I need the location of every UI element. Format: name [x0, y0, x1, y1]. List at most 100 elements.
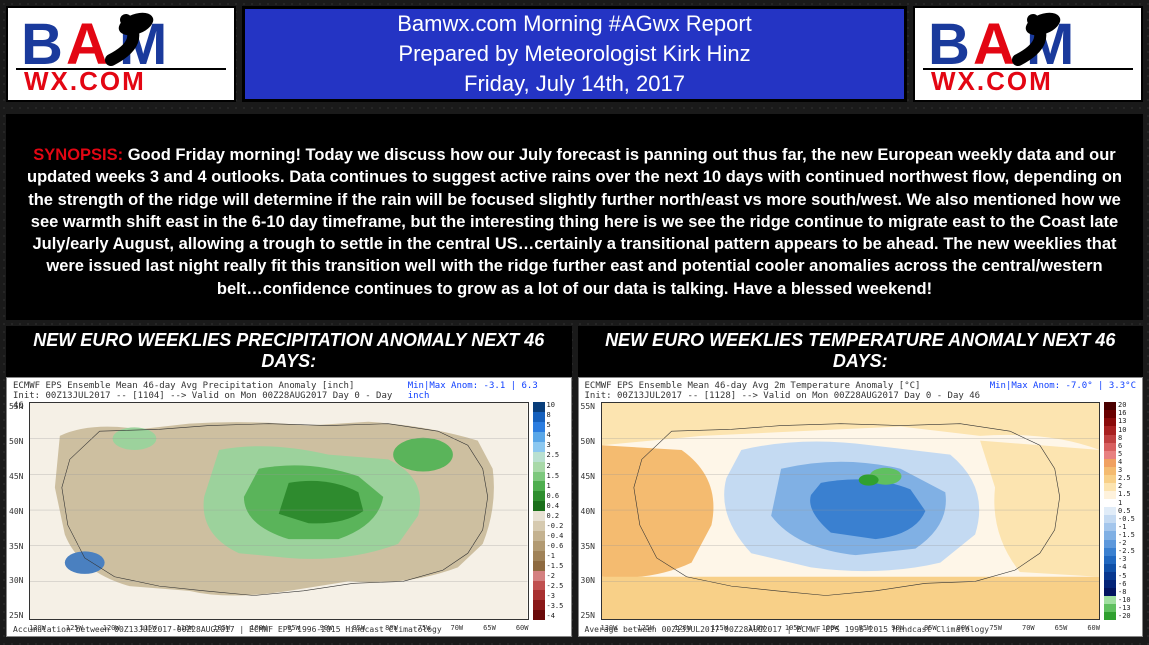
temp-map-frame: ECMWF EPS Ensemble Mean 46-day Avg 2m Te…	[578, 377, 1144, 637]
svg-text:WX.COM: WX.COM	[931, 66, 1053, 96]
colorbar-block	[533, 581, 545, 591]
colorbar-block	[533, 590, 545, 600]
colorbar-block	[533, 481, 545, 491]
temp-axis-y: 55N50N45N40N35N30N25N	[581, 402, 599, 620]
colorbar-label: 8	[547, 412, 564, 419]
synopsis-label: SYNOPSIS:	[33, 146, 123, 164]
title-box: Bamwx.com Morning #AGwx Report Prepared …	[242, 6, 907, 102]
colorbar-block	[533, 541, 545, 551]
colorbar-label: 13	[1118, 418, 1135, 425]
colorbar-label: -6	[1118, 581, 1135, 588]
colorbar-block	[1104, 499, 1116, 507]
colorbar-label: -1	[1118, 524, 1135, 531]
colorbar-label: 1.5	[1118, 491, 1135, 498]
maps-row: NEW EURO WEEKLIES PRECIPITATION ANOMALY …	[0, 326, 1149, 643]
colorbar-block	[1104, 556, 1116, 564]
title-line-3: Friday, July 14th, 2017	[245, 69, 904, 99]
colorbar-block	[1104, 515, 1116, 523]
bam-logo-svg: B A M WX.COM	[16, 12, 226, 97]
colorbar-label: -1.5	[1118, 532, 1135, 539]
colorbar-block	[1104, 491, 1116, 499]
colorbar-label: 2.5	[1118, 475, 1135, 482]
colorbar-label: -0.4	[547, 533, 564, 540]
colorbar-label: 3	[547, 442, 564, 449]
colorbar-block	[533, 462, 545, 472]
colorbar-label: 5	[1118, 451, 1135, 458]
axis-tick: 25N	[581, 611, 599, 620]
colorbar-block	[533, 551, 545, 561]
colorbar-block	[1104, 475, 1116, 483]
axis-tick: 30N	[581, 576, 599, 585]
colorbar-block	[1104, 402, 1116, 410]
axis-tick: 65W	[1055, 624, 1068, 632]
colorbar-label: 0.5	[1118, 508, 1135, 515]
colorbar-block	[533, 442, 545, 452]
axis-tick: 40N	[9, 507, 27, 516]
colorbar-block	[1104, 612, 1116, 620]
axis-tick: 60W	[1087, 624, 1100, 632]
temp-map-area	[601, 402, 1101, 620]
colorbar-block	[1104, 467, 1116, 475]
colorbar-label: -4	[1118, 564, 1135, 571]
colorbar-block	[533, 610, 545, 620]
colorbar-label: -5	[1118, 573, 1135, 580]
axis-tick: 70W	[450, 624, 463, 632]
colorbar-label: 3	[1118, 467, 1135, 474]
colorbar-label: -3	[1118, 556, 1135, 563]
axis-tick: 65W	[483, 624, 496, 632]
colorbar-block	[1104, 410, 1116, 418]
colorbar-label: -2.5	[1118, 548, 1135, 555]
colorbar-block	[1104, 426, 1116, 434]
colorbar-block	[1104, 596, 1116, 604]
precip-map-col: NEW EURO WEEKLIES PRECIPITATION ANOMALY …	[6, 326, 572, 637]
colorbar-block	[1104, 580, 1116, 588]
temp-meta-right: Min|Max Anom: -7.0° | 3.3°C	[990, 381, 1136, 401]
colorbar-label: -2	[547, 573, 564, 580]
colorbar-block	[533, 571, 545, 581]
axis-tick: 25N	[9, 611, 27, 620]
colorbar-label: 8	[1118, 435, 1135, 442]
colorbar-block	[1104, 443, 1116, 451]
colorbar-label: 4	[1118, 459, 1135, 466]
colorbar-label: -4	[547, 613, 564, 620]
colorbar-block	[1104, 435, 1116, 443]
colorbar-label: 5	[547, 422, 564, 429]
axis-tick: 75W	[989, 624, 1002, 632]
colorbar-block	[533, 412, 545, 422]
axis-tick: 55N	[581, 402, 599, 411]
colorbar-label: 20	[1118, 402, 1135, 409]
precip-map-area	[29, 402, 529, 620]
precip-footer: Accumulation between 00Z13JUL2017-00Z28A…	[13, 625, 442, 634]
title-line-1: Bamwx.com Morning #AGwx Report	[245, 9, 904, 39]
header-row: B A M WX.COM Bamwx.com Morning #AGwx Rep…	[0, 0, 1149, 108]
colorbar-label: 2	[547, 463, 564, 470]
colorbar-label: 2	[1118, 483, 1135, 490]
synopsis-box: SYNOPSIS: Good Friday morning! Today we …	[6, 114, 1143, 320]
temp-footer: Average between 00Z13JUL2017-00Z28AUG201…	[585, 625, 990, 634]
temp-meta-left: ECMWF EPS Ensemble Mean 46-day Avg 2m Te…	[585, 381, 981, 391]
temp-map-col: NEW EURO WEEKLIES TEMPERATURE ANOMALY NE…	[578, 326, 1144, 637]
colorbar-label: -13	[1118, 605, 1135, 612]
precip-map-title: NEW EURO WEEKLIES PRECIPITATION ANOMALY …	[6, 326, 572, 377]
colorbar-block	[1104, 483, 1116, 491]
colorbar-label: 10	[1118, 427, 1135, 434]
temp-colorbar: 20161310865432.521.510.5-0.5-1-1.5-2-2.5…	[1104, 402, 1138, 620]
axis-tick: 45N	[581, 472, 599, 481]
colorbar-label: 4	[547, 432, 564, 439]
colorbar-block	[533, 402, 545, 412]
axis-tick: 40N	[581, 507, 599, 516]
colorbar-label: -2	[1118, 540, 1135, 547]
colorbar-label: -0.6	[547, 543, 564, 550]
title-line-2: Prepared by Meteorologist Kirk Hinz	[245, 39, 904, 69]
colorbar-block	[533, 422, 545, 432]
colorbar-block	[533, 561, 545, 571]
colorbar-block	[1104, 540, 1116, 548]
logo-left: B A M WX.COM	[6, 6, 236, 102]
colorbar-block	[1104, 451, 1116, 459]
colorbar-label: 2.5	[547, 452, 564, 459]
precip-map-frame: ECMWF EPS Ensemble Mean 46-day Avg Preci…	[6, 377, 572, 637]
colorbar-block	[1104, 531, 1116, 539]
colorbar-label: -1.5	[547, 563, 564, 570]
colorbar-block	[1104, 459, 1116, 467]
temp-meta: ECMWF EPS Ensemble Mean 46-day Avg 2m Te…	[579, 378, 1143, 404]
